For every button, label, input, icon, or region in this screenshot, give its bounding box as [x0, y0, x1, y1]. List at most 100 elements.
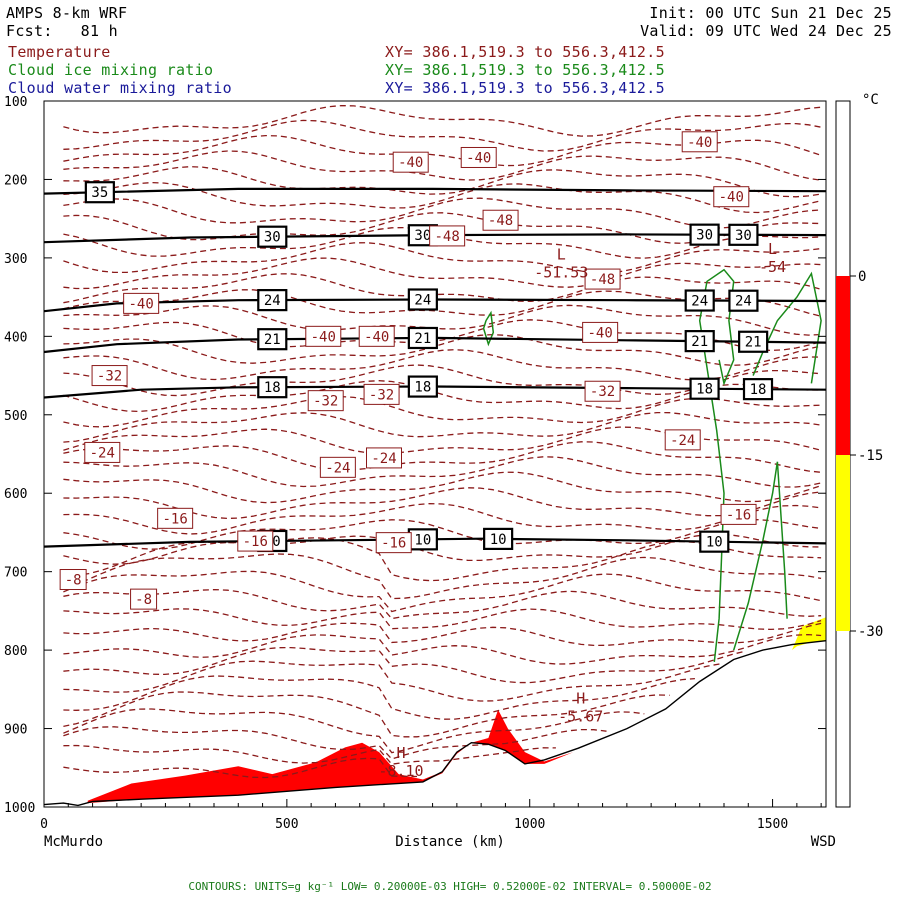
contour-label-box — [257, 376, 288, 399]
temperature-label-box — [123, 292, 160, 314]
temperature-label-box — [358, 325, 395, 347]
red-shading-region — [87, 709, 574, 804]
contour-label-box — [407, 288, 438, 311]
contour-label-box — [689, 377, 720, 400]
temperature-isotherm — [63, 242, 822, 274]
contour-label-box — [257, 225, 288, 248]
contour-label-box — [407, 326, 438, 350]
contour-label-box — [689, 223, 720, 246]
model-title: AMPS 8-km WRF — [6, 4, 128, 22]
init-time: Init: 00 UTC Sun 21 Dec 25 — [649, 4, 892, 22]
temperature-isotherm — [63, 273, 822, 304]
temperature-isotherm — [63, 119, 822, 152]
y-tick-label: 600 — [4, 487, 27, 502]
temperature-label-box — [130, 588, 158, 610]
colorbar-tick-label: -15 — [858, 448, 883, 464]
field-cloud-ice: Cloud ice mixing ratio — [8, 61, 214, 79]
contour-label-30: 30 — [414, 228, 431, 244]
contour-label-18: 18 — [696, 382, 713, 398]
temperature-label-box — [482, 209, 519, 231]
colorbar-unit: °C — [862, 92, 879, 108]
x-tick-label: 1000 — [514, 817, 545, 832]
colorbar-segment-red — [836, 276, 850, 455]
temperature-isotherm — [63, 646, 746, 684]
xy-cloud-water: XY= 386.1,519.3 to 556.3,412.5 — [385, 79, 665, 97]
cloud-ice-contour — [752, 271, 822, 384]
temperature-label: -48 — [434, 229, 459, 245]
temperature-label: -40 — [466, 150, 491, 166]
temperature-label: -24 — [325, 460, 350, 476]
temperature-label-box — [305, 325, 342, 347]
contour-label-24: 24 — [691, 294, 708, 310]
yellow-shading-region — [792, 617, 826, 651]
cloud-ice-contour — [732, 461, 788, 651]
temperature-isotherm — [63, 150, 822, 181]
contour-label-18: 18 — [264, 380, 281, 396]
temperature-label: -16 — [381, 536, 406, 552]
field-temperature: Temperature — [8, 43, 111, 61]
temperature-label-box — [307, 390, 344, 412]
temperature-isotherm — [63, 502, 822, 535]
temperature-label: -16 — [726, 507, 751, 523]
temperature-label: -16 — [162, 511, 187, 527]
colorbar-tick-label: -30 — [858, 624, 883, 640]
contour-label-35: 35 — [91, 185, 108, 201]
temperature-label: -24 — [90, 445, 115, 461]
contour-label-box — [738, 330, 769, 353]
temperature-isotherm — [63, 726, 607, 760]
temperature-label: -40 — [587, 325, 612, 341]
temperature-label: -8 — [65, 573, 82, 589]
contour-label-10: 10 — [490, 532, 507, 548]
temperature-label: -8 — [135, 592, 152, 608]
temperature-label: -40 — [128, 296, 153, 312]
x-right-endpoint: WSD — [811, 834, 836, 850]
contour-line-18 — [43, 385, 827, 399]
y-tick-label: 200 — [4, 173, 27, 188]
temperature-isotherm — [63, 104, 822, 137]
temperature-label: -24 — [670, 433, 695, 449]
temperature-isotherm — [63, 744, 556, 765]
extremum-letter: L — [557, 245, 566, 263]
x-tick-label: 500 — [275, 817, 298, 832]
contour-label-21: 21 — [745, 335, 762, 351]
temperature-label-box — [582, 321, 619, 343]
contour-label-18: 18 — [414, 380, 431, 396]
contour-label-18: 18 — [750, 382, 767, 398]
temperature-label-box — [720, 503, 757, 525]
temperature-isotherm — [63, 456, 822, 488]
temperature-isotherm — [63, 608, 822, 631]
contour-label-30: 30 — [264, 230, 281, 246]
temperature-label-box — [460, 146, 497, 168]
temperature-isotherm — [63, 533, 822, 565]
contour-label-30: 30 — [735, 228, 752, 244]
colorbar-tick-label: 0 — [858, 269, 866, 285]
extremum-value: -54 — [759, 258, 786, 276]
temperature-isotherm — [63, 622, 822, 647]
temperature-label-box — [91, 365, 128, 387]
temperature-label-box — [681, 131, 718, 153]
y-tick-label: 100 — [4, 95, 27, 110]
contour-label-21: 21 — [691, 334, 708, 350]
contour-label-24: 24 — [414, 293, 431, 309]
contour-label-30: 30 — [696, 228, 713, 244]
y-tick-label: 700 — [4, 566, 27, 581]
temperature-isotherm — [63, 519, 822, 550]
contour-label-box — [728, 289, 759, 312]
y-tick-label: 400 — [4, 330, 27, 345]
contour-label-box — [742, 378, 774, 401]
temperature-label-box — [237, 530, 274, 552]
contour-label-21: 21 — [414, 331, 431, 347]
temperature-label: -32 — [97, 369, 122, 385]
temperature-isotherm — [63, 441, 822, 473]
contour-label-10: 10 — [414, 532, 431, 548]
temperature-label: -24 — [371, 451, 396, 467]
x-tick-label: 1500 — [757, 817, 788, 832]
temperature-label: -40 — [311, 329, 336, 345]
temperature-label-box — [584, 380, 621, 402]
temperature-label-box — [429, 225, 466, 247]
header: AMPS 8-km WRF Fcst: 81 h Init: 00 UTC Su… — [0, 0, 900, 100]
contour-line-24 — [43, 298, 827, 313]
temperature-isotherm — [63, 166, 822, 198]
terrain-surface-line — [43, 640, 827, 807]
contour-label-10: 10 — [706, 535, 723, 551]
